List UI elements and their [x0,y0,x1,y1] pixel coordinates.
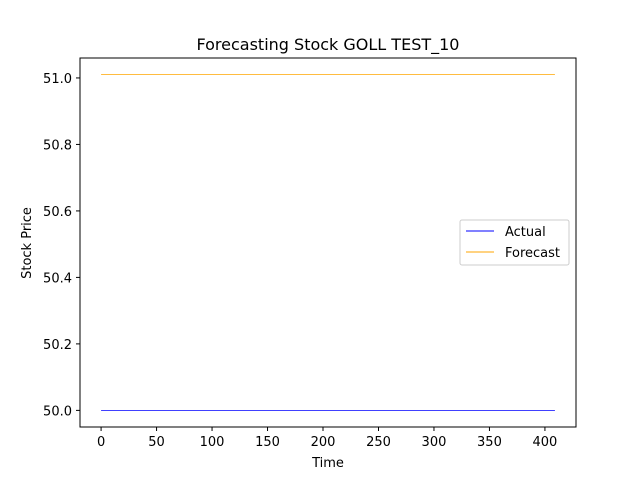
x-tick-label: 400 [533,435,558,450]
y-tick-label: 50.4 [43,271,72,286]
x-tick-label: 100 [200,435,225,450]
plot-area [79,57,577,428]
legend: Actual Forecast [459,219,570,266]
y-tick-label: 50.0 [43,404,72,419]
series-layer [101,74,555,411]
x-tick-label: 0 [97,435,105,450]
y-tick-label: 50.2 [43,338,72,353]
x-tick-label: 300 [422,435,447,450]
chart-title: Forecasting Stock GOLL TEST_10 [197,35,460,55]
x-axis-label: Time [311,456,344,471]
y-tick-label: 50.8 [43,138,72,153]
y-tick-label: 50.6 [43,205,72,220]
y-tick-label: 51.0 [43,72,72,87]
plot-frame [79,57,577,428]
x-tick-label: 150 [255,435,280,450]
x-tick-label: 200 [311,435,336,450]
legend-label-actual: Actual [505,225,546,240]
x-tick-label: 250 [366,435,391,450]
y-axis: 50.0 50.2 50.4 50.6 50.8 51.0 [43,72,80,419]
x-axis: 0 50 100 150 200 250 300 350 400 [97,427,557,450]
y-axis-label: Stock Price [20,207,35,279]
legend-label-forecast: Forecast [505,246,560,261]
x-tick-label: 350 [477,435,502,450]
x-tick-label: 50 [148,435,165,450]
